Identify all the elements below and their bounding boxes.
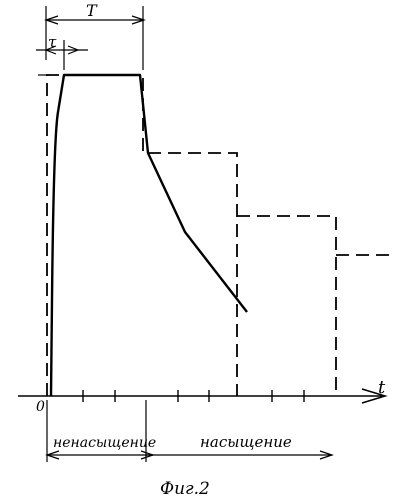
figure-caption: Фиг.2 [160,479,210,499]
saturated-region-label: насыщение [200,433,292,451]
dashed-pulse-waveform [47,75,390,396]
rise-time-label: τ [48,33,57,51]
unsaturated-region-label: ненасыщение [53,435,156,451]
time-axis [18,389,385,403]
origin-label: 0 [36,399,45,415]
solid-response-curve [51,75,247,396]
time-axis-label: t [378,377,386,398]
rise-time-dimension [36,40,88,70]
region-dimensions [47,400,332,462]
period-label: T [86,1,98,20]
